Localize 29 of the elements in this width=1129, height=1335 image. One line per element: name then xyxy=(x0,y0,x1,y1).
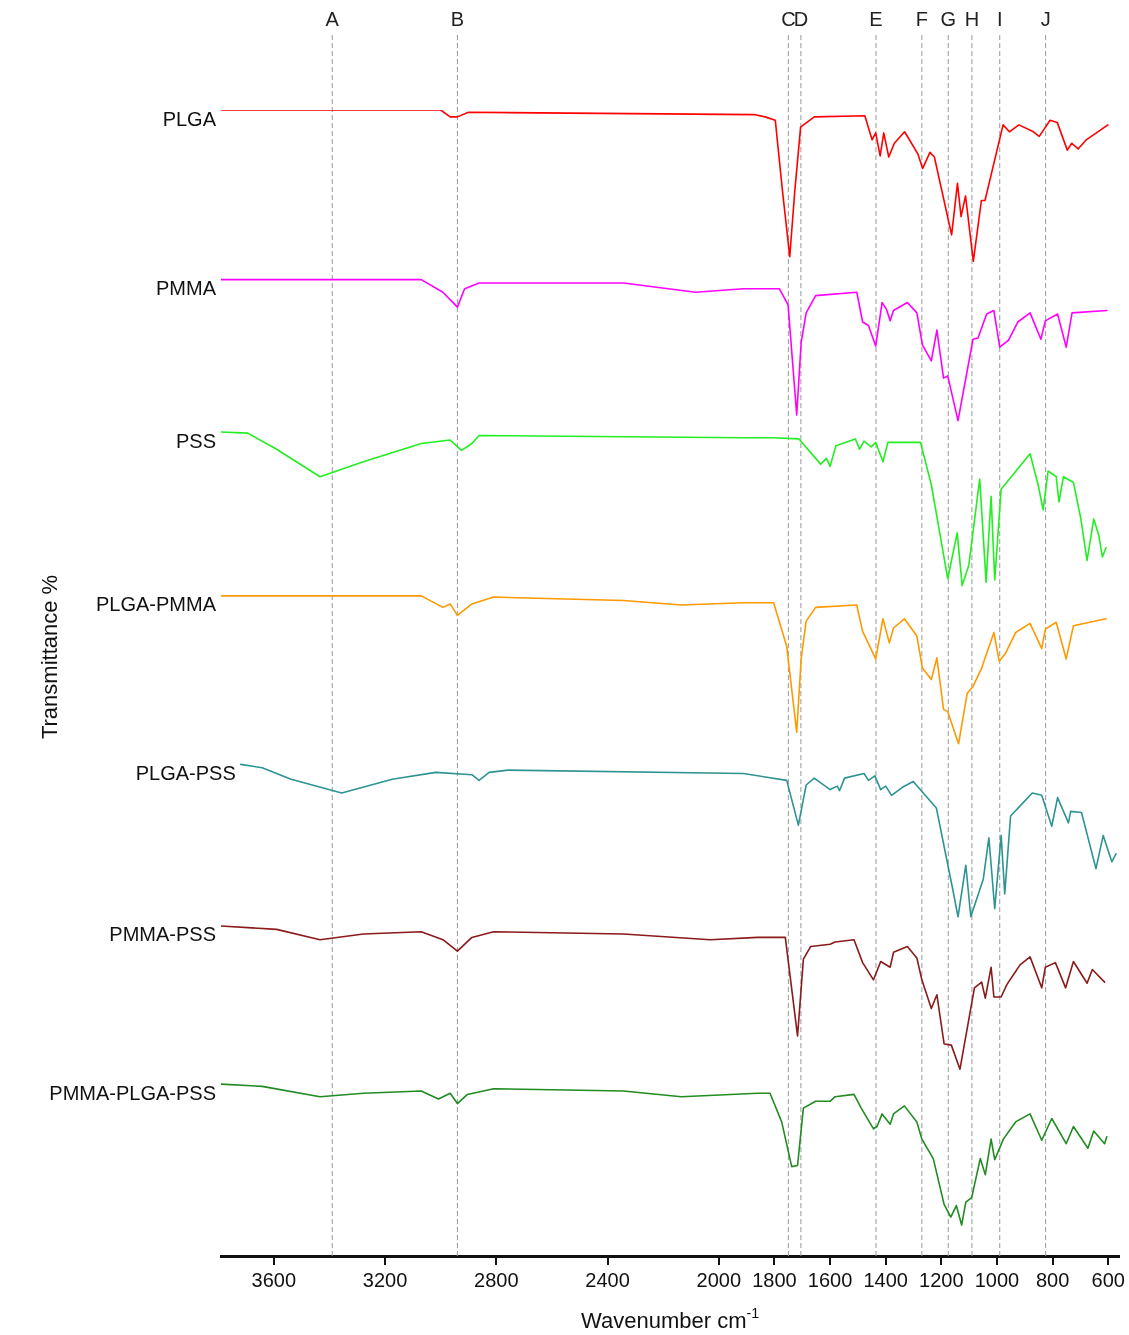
x-tick-label: 3600 xyxy=(251,1268,297,1291)
series-label: PMMA-PSS xyxy=(109,923,216,946)
x-tick-label: 1200 xyxy=(919,1268,964,1291)
series-label: PLGA-PMMA xyxy=(95,593,217,616)
series-label: PLGA xyxy=(162,107,217,130)
ref-line-label: E xyxy=(869,7,883,30)
x-tick-label: 1400 xyxy=(863,1268,908,1291)
x-tick-label: 1800 xyxy=(752,1268,797,1291)
text: Transmittance % xyxy=(37,574,62,740)
ref-line-label: A xyxy=(325,7,340,30)
series-label: PLGA-PSS xyxy=(135,761,236,784)
x-tick-label: 600 xyxy=(1091,1268,1125,1291)
x-tick-label: 3200 xyxy=(362,1268,408,1291)
x-tick-label: 2400 xyxy=(585,1268,630,1291)
x-tick-label: 800 xyxy=(1035,1268,1070,1291)
series-label: PMMA-PLGA-PSS xyxy=(49,1081,216,1104)
ref-line-label: G xyxy=(940,7,957,30)
series-label: PMMA xyxy=(156,277,217,300)
x-tick-label: 1600 xyxy=(807,1268,853,1291)
ref-line-label: B xyxy=(450,7,465,30)
x-tick-label: 2800 xyxy=(474,1268,519,1291)
ref-line-label: C xyxy=(781,7,796,30)
ref-line-label: I xyxy=(996,7,1003,30)
series-label: PSS xyxy=(175,429,216,452)
ref-line-label: H xyxy=(964,7,980,30)
x-tick-label: 2000 xyxy=(696,1268,742,1291)
ref-line-label: J xyxy=(1040,7,1051,30)
x-tick-label: 1000 xyxy=(974,1268,1020,1291)
ref-line-label: F xyxy=(915,7,928,30)
